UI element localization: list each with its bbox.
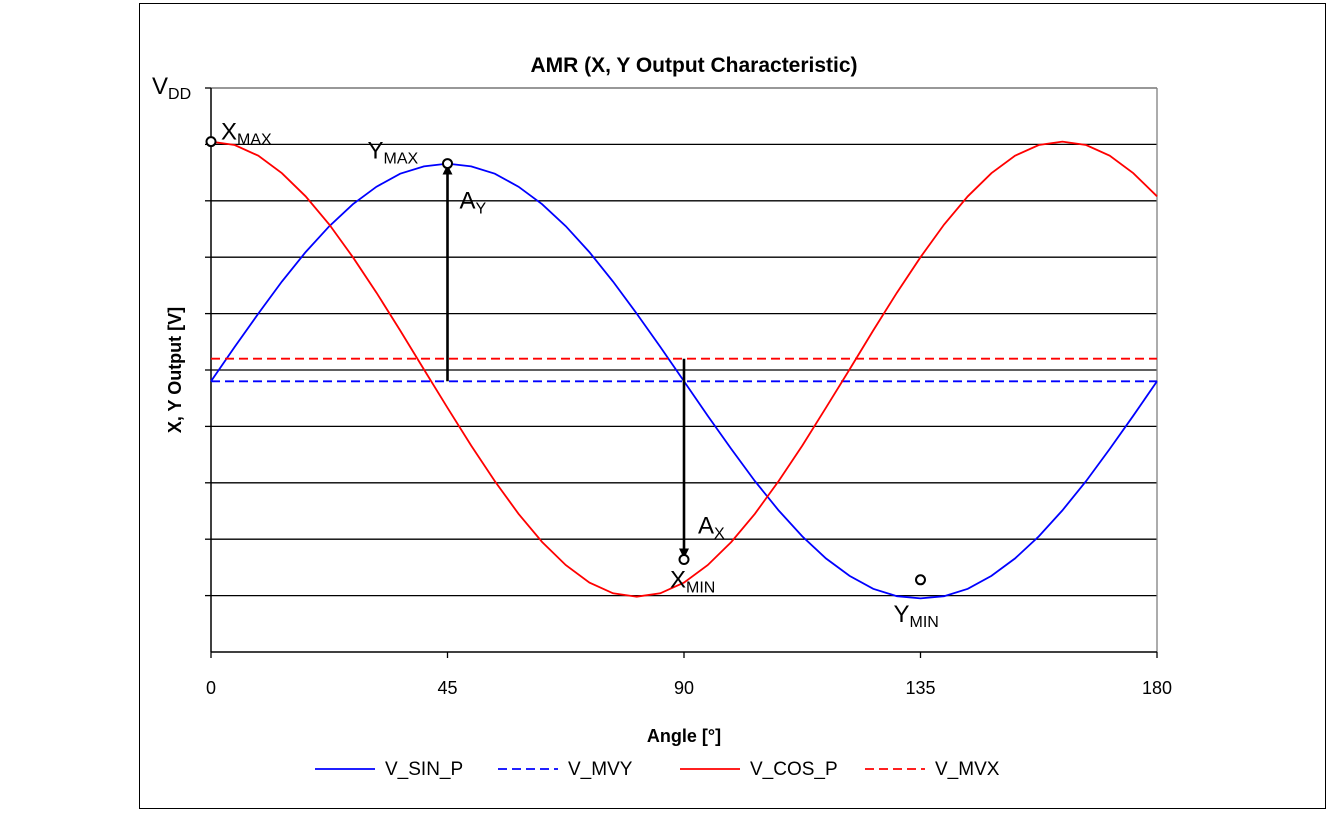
marker-xmin: [678, 554, 690, 566]
legend-label-v-mvx: V_MVX: [935, 759, 1000, 780]
legend: V_SIN_P V_MVY V_COS_P V_MVX: [315, 759, 1000, 780]
chart-title: AMR (X, Y Output Characteristic): [530, 54, 857, 77]
chart-frame: [139, 3, 1326, 809]
y-axis-label: X, Y Output [V]: [165, 307, 185, 433]
extrema-markers: [205, 136, 926, 586]
x-tick-label: 180: [1142, 678, 1172, 698]
x-tick-labels: 0 45 90 135 180: [206, 678, 1172, 698]
annotation-ay: AY: [460, 188, 487, 218]
annotations: XMAX YMAX XMIN YMIN AY AX: [221, 119, 939, 631]
amplitude-arrows: [442, 164, 689, 559]
annotation-ymin: YMIN: [894, 601, 939, 631]
x-tick-label: 45: [437, 678, 457, 698]
marker-ymax: [442, 158, 453, 170]
x-tick-label: 90: [674, 678, 694, 698]
series-v-cos-p: [210, 140, 1158, 598]
legend-label-v-mvy: V_MVY: [568, 759, 633, 780]
annotation-ax: AX: [698, 513, 725, 543]
annotation-xmin: XMIN: [670, 567, 715, 597]
x-tick-label: 135: [905, 678, 935, 698]
marker-xmax: [205, 136, 217, 148]
y-top-label: VDD: [152, 73, 191, 103]
annotation-ymax: YMAX: [368, 138, 419, 168]
annotation-xmax: XMAX: [221, 119, 272, 149]
x-tick-label: 0: [206, 678, 216, 698]
legend-label-v-cos-p: V_COS_P: [750, 759, 838, 780]
legend-label-v-sin-p: V_SIN_P: [385, 759, 463, 780]
x-axis-label: Angle [°]: [647, 726, 721, 746]
marker-ymin: [915, 574, 926, 586]
